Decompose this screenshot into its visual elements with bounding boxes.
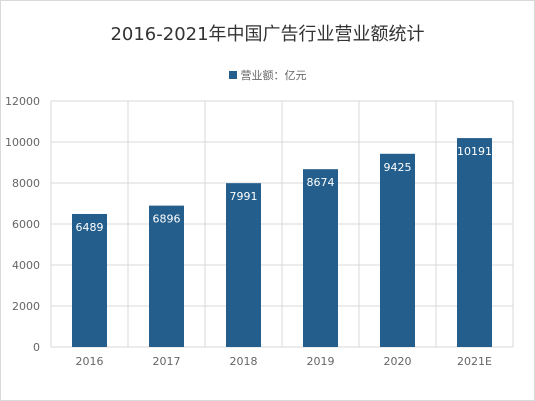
bar bbox=[226, 183, 261, 347]
x-tick-label: 2018 bbox=[230, 355, 258, 368]
bar bbox=[380, 153, 415, 347]
y-tick-label: 10000 bbox=[5, 136, 40, 149]
bar-data-label: 6489 bbox=[76, 221, 104, 234]
x-tick-label: 2016 bbox=[76, 355, 104, 368]
y-tick-label: 4000 bbox=[12, 259, 40, 272]
y-tick-label: 6000 bbox=[12, 218, 40, 231]
chart-title: 2016-2021年中国广告行业营业额统计 bbox=[110, 24, 425, 45]
bar-data-label: 10191 bbox=[457, 145, 492, 158]
legend-label: 营业额：亿元 bbox=[240, 69, 307, 82]
bar-layer: 6489 6896 7991 8674 9425 10191 bbox=[72, 138, 492, 347]
y-tick-label: 8000 bbox=[12, 177, 40, 190]
bar-data-label: 8674 bbox=[307, 176, 335, 189]
x-tick-label: 2017 bbox=[153, 355, 181, 368]
axis-layer: 0 2000 4000 6000 8000 10000 12000 2016 2017 2018 2… bbox=[5, 95, 492, 368]
bar bbox=[457, 138, 492, 347]
y-tick-label: 12000 bbox=[5, 95, 40, 108]
x-tick-label: 2020 bbox=[384, 355, 412, 368]
legend-swatch bbox=[228, 71, 237, 79]
x-tick-label: 2021E bbox=[457, 355, 492, 368]
bar bbox=[303, 169, 338, 347]
bar-data-label: 9425 bbox=[384, 161, 412, 174]
bar-data-label: 7991 bbox=[230, 190, 258, 203]
bar bbox=[72, 213, 107, 347]
bar-data-label: 6896 bbox=[153, 213, 181, 226]
chart-legend: 营业额：亿元 bbox=[0, 67, 535, 83]
y-tick-label: 0 bbox=[33, 341, 40, 354]
y-tick-label: 2000 bbox=[12, 300, 40, 313]
bar bbox=[149, 205, 184, 347]
grid-layer bbox=[50, 100, 514, 348]
x-tick-label: 2019 bbox=[307, 355, 335, 368]
